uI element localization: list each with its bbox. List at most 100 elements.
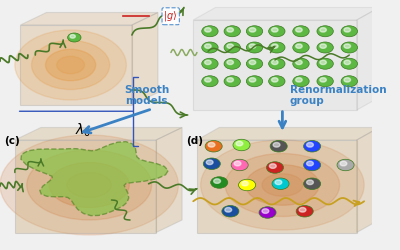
Circle shape (344, 44, 350, 48)
Circle shape (202, 26, 218, 37)
Circle shape (306, 180, 314, 184)
Circle shape (249, 28, 256, 32)
Circle shape (344, 60, 350, 64)
Circle shape (224, 58, 240, 69)
Circle shape (272, 78, 278, 82)
Circle shape (224, 42, 240, 53)
Circle shape (269, 76, 285, 87)
Circle shape (202, 42, 218, 53)
Circle shape (205, 44, 211, 48)
Circle shape (249, 44, 256, 48)
Circle shape (337, 159, 354, 171)
Ellipse shape (201, 140, 364, 230)
Ellipse shape (225, 154, 340, 216)
Circle shape (296, 78, 302, 82)
Circle shape (205, 140, 222, 152)
Circle shape (202, 58, 218, 69)
Circle shape (246, 76, 263, 87)
Circle shape (272, 28, 278, 32)
Text: Renormalization
group: Renormalization group (290, 85, 386, 106)
Polygon shape (21, 142, 168, 216)
Circle shape (233, 139, 250, 151)
Circle shape (259, 207, 276, 218)
Circle shape (293, 26, 309, 37)
Circle shape (249, 60, 256, 64)
Ellipse shape (0, 135, 178, 235)
Polygon shape (193, 8, 379, 20)
Circle shape (306, 142, 314, 147)
Ellipse shape (32, 40, 110, 90)
Text: (d): (d) (186, 136, 203, 146)
Circle shape (320, 28, 326, 32)
Polygon shape (20, 25, 132, 105)
Ellipse shape (57, 56, 84, 74)
Polygon shape (357, 128, 379, 232)
Circle shape (304, 140, 321, 152)
Circle shape (304, 178, 321, 190)
Circle shape (202, 76, 218, 87)
Ellipse shape (262, 174, 303, 196)
Polygon shape (357, 8, 379, 110)
Circle shape (317, 26, 333, 37)
Polygon shape (197, 128, 379, 140)
Circle shape (242, 181, 248, 186)
Circle shape (238, 179, 256, 191)
Ellipse shape (27, 150, 152, 220)
Circle shape (225, 208, 232, 212)
Circle shape (317, 58, 333, 69)
Circle shape (231, 159, 248, 171)
Circle shape (320, 78, 326, 82)
Circle shape (272, 178, 289, 190)
Circle shape (317, 76, 333, 87)
Text: $\boldsymbol{\lambda_0}$: $\boldsymbol{\lambda_0}$ (76, 121, 92, 139)
Circle shape (344, 28, 350, 32)
Polygon shape (193, 20, 357, 110)
Circle shape (270, 164, 276, 168)
Circle shape (205, 60, 211, 64)
Circle shape (273, 142, 280, 147)
Circle shape (293, 76, 309, 87)
Circle shape (341, 76, 358, 87)
Circle shape (227, 78, 234, 82)
Ellipse shape (15, 30, 126, 100)
Circle shape (262, 209, 269, 213)
Polygon shape (132, 12, 158, 105)
Circle shape (224, 26, 240, 37)
Polygon shape (197, 140, 357, 232)
Text: (c): (c) (4, 136, 20, 146)
Polygon shape (156, 128, 182, 232)
Circle shape (317, 42, 333, 53)
Circle shape (68, 33, 81, 42)
Circle shape (344, 78, 350, 82)
Text: Smooth
models: Smooth models (124, 85, 169, 106)
Circle shape (222, 206, 239, 217)
Circle shape (269, 26, 285, 37)
Circle shape (205, 28, 211, 32)
Text: $|g\rangle$: $|g\rangle$ (164, 9, 178, 23)
Circle shape (227, 44, 234, 48)
Ellipse shape (67, 172, 112, 198)
Circle shape (296, 44, 302, 48)
Circle shape (269, 42, 285, 53)
Polygon shape (15, 140, 156, 232)
Circle shape (304, 159, 321, 171)
Circle shape (236, 141, 243, 146)
Circle shape (296, 206, 313, 217)
Circle shape (340, 161, 347, 166)
Circle shape (211, 177, 228, 188)
Polygon shape (20, 12, 158, 25)
Circle shape (227, 28, 234, 32)
Circle shape (203, 158, 220, 170)
Circle shape (246, 42, 263, 53)
Circle shape (266, 162, 284, 173)
Circle shape (206, 160, 213, 164)
Circle shape (272, 44, 278, 48)
Circle shape (227, 60, 234, 64)
Circle shape (246, 58, 263, 69)
Circle shape (270, 140, 287, 152)
Circle shape (234, 161, 241, 166)
Ellipse shape (49, 162, 129, 208)
Circle shape (249, 78, 256, 82)
Circle shape (246, 26, 263, 37)
Circle shape (306, 161, 314, 166)
